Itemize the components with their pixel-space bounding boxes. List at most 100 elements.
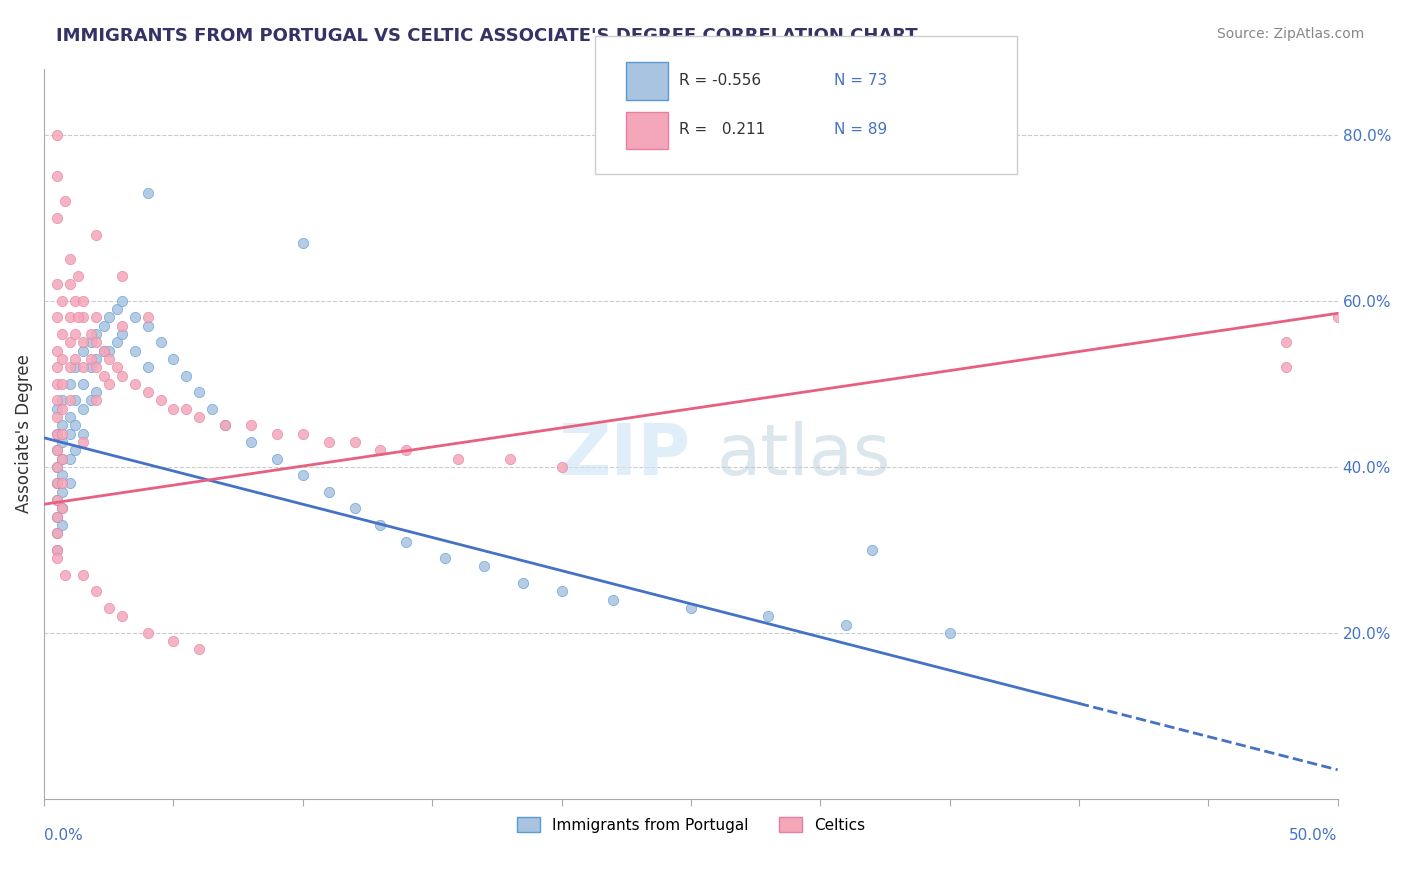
Point [758,609,780,624]
Point [97,351,120,366]
Point [395,534,418,549]
Point [79,351,101,366]
Point [46,343,69,358]
Point [136,318,159,333]
Point [79,360,101,375]
Point [59,376,82,391]
Point [46,476,69,491]
Point [59,335,82,350]
Point [51,501,73,516]
Point [1275,335,1298,350]
Point [136,186,159,200]
Point [46,310,69,325]
Point [46,551,69,566]
Point [63,393,86,408]
Point [72,376,94,391]
Point [860,542,883,557]
Point [188,642,211,657]
Point [395,443,418,458]
Point [66,268,89,283]
Point [105,360,128,375]
Point [1275,360,1298,375]
Point [72,335,94,350]
Point [46,542,69,557]
Point [46,169,69,184]
Point [63,293,86,308]
Text: IMMIGRANTS FROM PORTUGAL VS CELTIC ASSOCIATE'S DEGREE CORRELATION CHART: IMMIGRANTS FROM PORTUGAL VS CELTIC ASSOC… [56,27,918,45]
Point [105,335,128,350]
Point [93,343,115,358]
Point [51,418,73,433]
Point [63,351,86,366]
Point [188,385,211,400]
Point [51,501,73,516]
Point [51,426,73,441]
Point [149,335,172,350]
Point [550,584,572,599]
Point [162,634,184,648]
Point [512,576,534,591]
Point [136,360,159,375]
Point [84,310,107,325]
Point [679,601,702,615]
Point [84,385,107,400]
Point [51,451,73,466]
Point [59,476,82,491]
Point [111,609,134,624]
Point [240,418,263,433]
Point [46,401,69,416]
Point [124,376,146,391]
Point [602,592,624,607]
Point [46,128,69,142]
Point [84,393,107,408]
Point [188,410,211,425]
Point [51,468,73,483]
Point [79,327,101,342]
Point [72,401,94,416]
Point [84,335,107,350]
Point [59,310,82,325]
Point [214,418,236,433]
Point [51,393,73,408]
Point [84,584,107,599]
Point [63,327,86,342]
Point [51,376,73,391]
Point [72,567,94,582]
Point [124,310,146,325]
Point [124,343,146,358]
Point [63,418,86,433]
Point [51,293,73,308]
Point [59,426,82,441]
Point [111,368,134,383]
Point [291,426,314,441]
Point [51,351,73,366]
Point [550,459,572,474]
Point [370,518,392,533]
Point [111,293,134,308]
Point [46,459,69,474]
Point [46,277,69,292]
Point [214,418,236,433]
Point [59,252,82,267]
Point [46,509,69,524]
Point [46,493,69,508]
Text: N = 73: N = 73 [834,73,887,87]
Point [84,227,107,242]
Text: 0.0%: 0.0% [44,828,83,843]
Point [343,501,366,516]
Point [162,401,184,416]
Point [136,310,159,325]
Point [46,410,69,425]
Point [59,393,82,408]
Point [434,551,457,566]
Point [46,459,69,474]
Point [266,426,288,441]
Point [46,376,69,391]
Point [84,351,107,366]
Legend: Immigrants from Portugal, Celtics: Immigrants from Portugal, Celtics [510,811,872,838]
Point [111,268,134,283]
Point [53,567,76,582]
Point [176,368,198,383]
Point [46,526,69,541]
Y-axis label: Associate's Degree: Associate's Degree [15,354,32,513]
